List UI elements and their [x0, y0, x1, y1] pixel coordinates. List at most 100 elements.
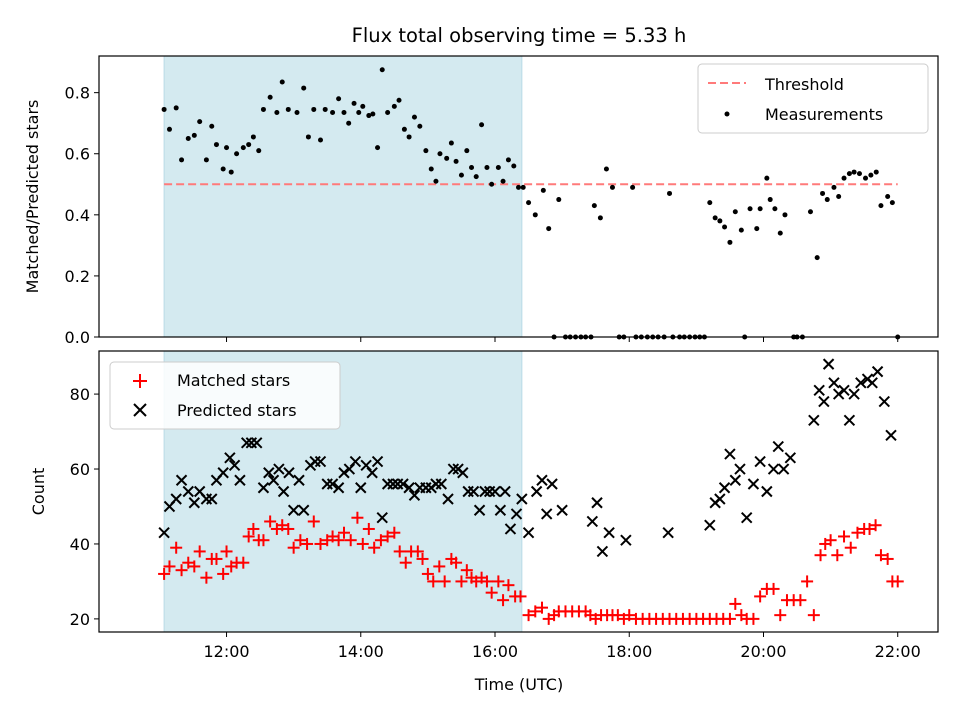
measurement-point [330, 110, 336, 116]
measurement-point [540, 187, 546, 193]
matched-star-point [287, 541, 300, 554]
matched-star-point [399, 556, 412, 569]
predicted-legend-label: Predicted stars [177, 401, 297, 420]
matched-star-point [529, 605, 542, 618]
predicted-star-point [536, 474, 548, 486]
ratio-panel: 0.00.20.40.60.8 Matched/Predicted stars … [23, 55, 939, 347]
matched-star-point [611, 609, 624, 622]
predicted-star-point [251, 437, 263, 449]
matched-star-point [264, 515, 277, 528]
measurement-point [317, 137, 323, 143]
count-y-tick-label: 20 [70, 610, 90, 629]
count-y-axis-label: Count [29, 468, 48, 516]
predicted-star-point [387, 478, 399, 490]
matched-star-point [492, 575, 505, 588]
matched-star-point [874, 549, 887, 562]
matched-star-point [794, 594, 807, 607]
matched-star-point [807, 609, 820, 622]
observing-window-shade-top [163, 55, 523, 338]
matched-star-point [774, 609, 787, 622]
count-x-tick-label: 12:00 [203, 642, 249, 661]
matched-star-point [337, 526, 350, 539]
predicted-star-point [855, 377, 867, 389]
matched-star-point [393, 545, 406, 558]
measurement-point [878, 203, 884, 209]
predicted-star-point [489, 485, 501, 498]
matched-star-point [188, 560, 201, 573]
matched-star-point [881, 552, 894, 565]
measurement-point [722, 224, 728, 230]
matched-star-point [869, 519, 882, 532]
predicted-star-point [499, 485, 511, 498]
measurement-point [173, 105, 179, 111]
measurement-point [423, 148, 429, 154]
count-legend-box [109, 361, 341, 430]
count-x-ticks: 12:00 14:00 16:00 18:00 20:00 22:00 [203, 632, 921, 661]
matched-star-point [220, 545, 233, 558]
measurement-point [836, 194, 842, 199]
matched-star-point [824, 534, 837, 547]
matched-star-point [514, 590, 527, 603]
measurement-point [747, 206, 753, 212]
measurement-point [213, 142, 219, 148]
predicted-star-point [182, 485, 194, 498]
measurement-point [301, 85, 307, 91]
matched-star-point [210, 552, 223, 565]
measurement-point [712, 215, 718, 221]
matched-star-point [276, 519, 289, 532]
matched-star-point [381, 530, 394, 543]
count-x-tick-label: 18:00 [606, 642, 652, 661]
count-x-tick-label: 16:00 [472, 642, 518, 661]
matched-star-point [891, 575, 904, 588]
measurement-point [738, 227, 744, 233]
predicted-star-point [832, 388, 845, 400]
matched-star-point [485, 586, 498, 599]
measurement-point [511, 163, 517, 169]
matched-star-point [623, 609, 636, 622]
threshold-legend-label: Threshold [764, 75, 844, 94]
matched-star-point [307, 515, 320, 528]
matched-star-point [351, 511, 364, 524]
matched-star-point [332, 534, 345, 547]
measurement-point [764, 175, 770, 181]
ratio-y-tick-label: 0.0 [65, 328, 90, 347]
predicted-star-point [408, 489, 421, 501]
measurement-point [757, 206, 763, 212]
measurement-point [464, 148, 470, 154]
matched-star-point [502, 579, 515, 592]
measurement-point [379, 67, 385, 73]
measurement-point [166, 126, 172, 132]
measurement-point [279, 79, 285, 85]
predicted-star-point [747, 478, 760, 490]
measurement-point [385, 110, 391, 116]
measurement-point [260, 106, 266, 112]
measurement-point [370, 111, 376, 117]
predicted-star-point [714, 493, 726, 505]
matched-star-point [182, 556, 195, 569]
measurement-point [406, 134, 412, 140]
matched-star-point [729, 597, 742, 610]
ratio-legend: Threshold Measurements [697, 63, 929, 134]
count-y-tick-label: 40 [70, 535, 90, 554]
matched-star-point [356, 537, 369, 550]
count-x-tick-label: 20:00 [740, 642, 786, 661]
predicted-star-point [314, 455, 327, 468]
predicted-star-point [217, 467, 229, 479]
matched-star-point [455, 575, 468, 588]
matched-star-point [747, 612, 760, 625]
matched-legend-swatch [133, 374, 147, 388]
matched-star-point [480, 575, 493, 588]
matched-star-point [460, 564, 473, 577]
measurement-point [341, 110, 347, 116]
x-axis-label: Time (UTC) [474, 675, 563, 694]
measurement-point [500, 178, 506, 184]
measurement-point [366, 113, 372, 119]
matched-star-point [193, 545, 206, 558]
matched-star-point [294, 534, 307, 547]
matched-stars-points [158, 511, 904, 625]
measurement-point [609, 184, 615, 190]
matched-star-point [535, 601, 548, 614]
measurement-point [411, 114, 417, 120]
predicted-star-point [777, 463, 790, 475]
